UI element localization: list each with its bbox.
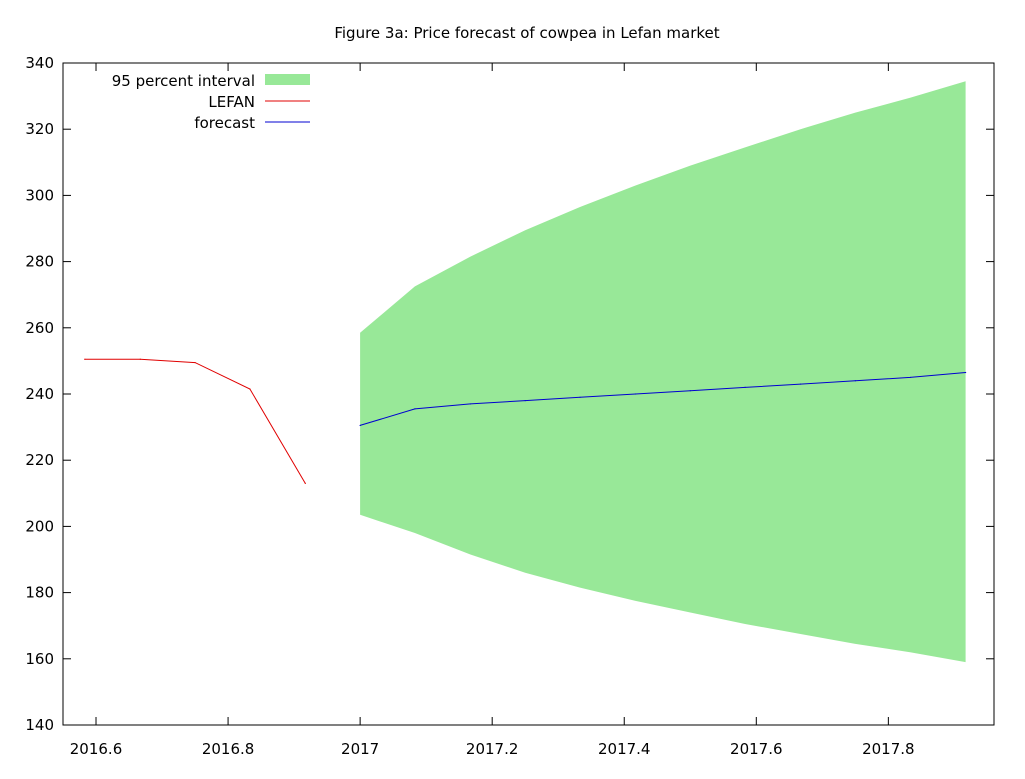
lefan-point xyxy=(249,388,251,390)
forecast-point xyxy=(909,376,911,379)
forecast-point xyxy=(689,390,691,392)
x-tick-label: 2017.4 xyxy=(598,740,651,758)
forecast-point xyxy=(524,400,526,402)
ticks-layer: 2016.6 2016.8 2017 2017.2 2017.4 2017.6 2017.8… xyxy=(25,54,994,758)
forecast-point xyxy=(579,396,581,398)
y-tick-label: 240 xyxy=(25,385,54,403)
forecast-point xyxy=(854,380,856,382)
y-tick-label: 320 xyxy=(25,120,54,138)
y-tick-label: 140 xyxy=(25,716,54,734)
forecast-point xyxy=(469,403,471,405)
x-tick-label: 2017.8 xyxy=(862,740,915,758)
legend-label-lefan: LEFAN xyxy=(208,93,255,111)
series-layer xyxy=(84,358,967,484)
forecast-line xyxy=(359,372,966,426)
lefan-point xyxy=(84,358,86,360)
forecast-point xyxy=(359,424,361,427)
chart-title: Figure 3a: Price forecast of cowpea in L… xyxy=(334,24,719,42)
y-tick-label: 260 xyxy=(25,319,54,337)
x-tick-label: 2017 xyxy=(341,740,379,758)
legend-label-forecast: forecast xyxy=(194,114,255,132)
lefan-line xyxy=(84,358,306,484)
forecast-point xyxy=(414,408,416,410)
interval-layer xyxy=(360,81,966,663)
y-tick-label: 300 xyxy=(25,186,54,204)
lefan-point xyxy=(194,361,196,364)
x-tick-label: 2016.6 xyxy=(70,740,123,758)
lefan-point xyxy=(139,358,141,360)
lefan-point xyxy=(304,482,306,484)
legend-swatch-interval xyxy=(265,74,310,85)
y-tick-label: 180 xyxy=(25,584,54,602)
y-tick-label: 160 xyxy=(25,650,54,668)
y-tick-label: 340 xyxy=(25,54,54,72)
forecast-point xyxy=(634,393,637,395)
y-tick-label: 220 xyxy=(25,451,54,469)
x-tick-label: 2016.8 xyxy=(202,740,255,758)
legend-label-interval: 95 percent interval xyxy=(112,72,255,90)
y-tick-label: 200 xyxy=(25,517,54,535)
forecast-point xyxy=(799,383,802,385)
y-tick-label: 280 xyxy=(25,253,54,271)
x-tick-label: 2017.6 xyxy=(730,740,783,758)
interval-band xyxy=(360,81,966,663)
forecast-point xyxy=(965,371,967,374)
forecast-point xyxy=(744,386,746,388)
x-tick-label: 2017.2 xyxy=(466,740,519,758)
legend: 95 percent interval LEFAN forecast xyxy=(112,72,310,132)
